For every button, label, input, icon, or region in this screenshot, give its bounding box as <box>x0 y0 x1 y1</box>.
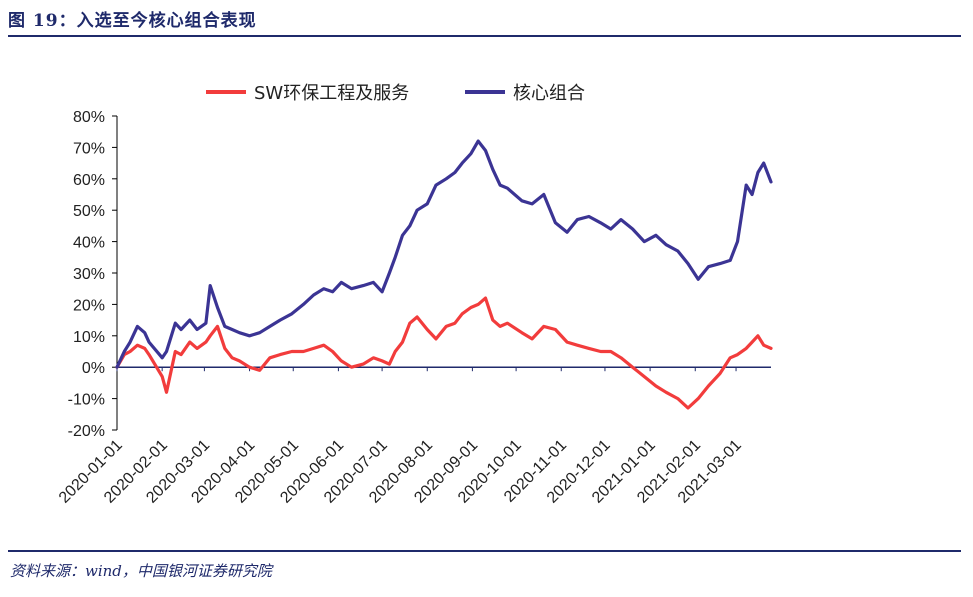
y-tick-label: 20% <box>73 297 105 314</box>
x-axis: 2020-01-012020-02-012020-03-012020-04-01… <box>56 366 771 507</box>
series-layer <box>115 139 773 410</box>
y-tick-label: 30% <box>73 266 105 283</box>
y-tick-label: -10% <box>68 392 105 409</box>
y-tick-label: 40% <box>73 235 105 252</box>
source-note: 资料来源：wind，中国银河证券研究院 <box>10 562 272 580</box>
y-tick-label: 50% <box>73 203 105 220</box>
top-rule <box>8 35 961 37</box>
y-tick-label: 60% <box>73 172 105 189</box>
legend-label: SW环保工程及服务 <box>254 83 409 104</box>
legend: SW环保工程及服务 核心组合 <box>206 83 585 104</box>
y-axis: 80% 70% 60% 50% 40% 30% 20% 10% 0% -10% -20% <box>68 109 118 440</box>
bottom-rule <box>8 550 961 552</box>
y-tick-label: -20% <box>68 423 105 440</box>
y-tick-label: 70% <box>73 140 105 157</box>
series-line-sw-environmental <box>115 296 773 410</box>
legend-label: 核心组合 <box>513 83 585 104</box>
figure-title: 图 19：入选至今核心组合表现 <box>8 11 257 31</box>
y-tick-label: 0% <box>82 360 105 377</box>
y-tick-label: 80% <box>73 109 105 126</box>
series-line-core-portfolio <box>115 139 773 369</box>
y-tick-label: 10% <box>73 329 105 346</box>
